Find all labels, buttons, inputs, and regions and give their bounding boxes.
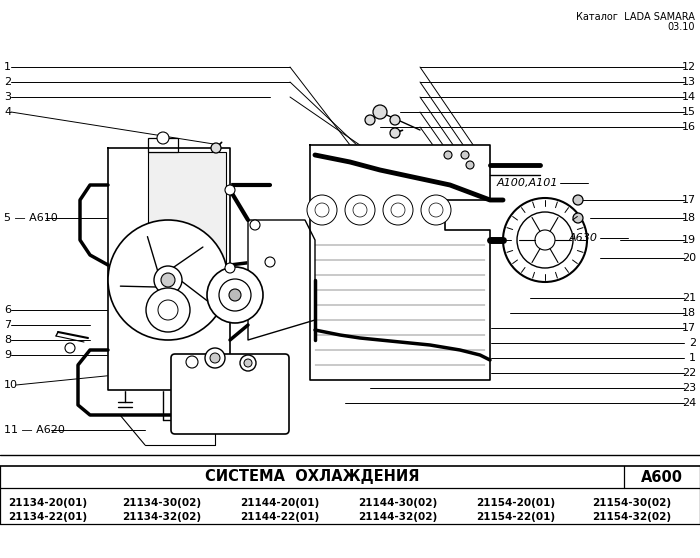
- Circle shape: [225, 185, 235, 195]
- Circle shape: [207, 267, 263, 323]
- Circle shape: [186, 356, 198, 368]
- Text: 19: 19: [682, 235, 696, 245]
- Text: 21: 21: [682, 293, 696, 303]
- Text: 5 — А610: 5 — А610: [4, 213, 57, 223]
- Text: 21144-20(01): 21144-20(01): [240, 498, 319, 508]
- Circle shape: [229, 289, 241, 301]
- Text: 6: 6: [4, 305, 11, 315]
- Bar: [148, 138, 178, 152]
- Circle shape: [161, 273, 175, 287]
- Circle shape: [353, 203, 367, 217]
- Text: 2: 2: [689, 338, 696, 348]
- Text: 10: 10: [4, 380, 18, 390]
- Circle shape: [390, 115, 400, 125]
- Circle shape: [466, 161, 474, 169]
- Text: 7: 7: [4, 320, 11, 330]
- Text: 20: 20: [682, 253, 696, 263]
- Text: А600: А600: [641, 469, 683, 484]
- Text: 21134-22(01): 21134-22(01): [8, 512, 87, 522]
- Circle shape: [429, 203, 443, 217]
- Circle shape: [108, 220, 228, 340]
- Text: СИСТЕМА  ОХЛАЖДЕНИЯ: СИСТЕМА ОХЛАЖДЕНИЯ: [204, 469, 419, 484]
- Text: 14: 14: [682, 92, 696, 102]
- Circle shape: [211, 143, 221, 153]
- Text: 3: 3: [4, 92, 11, 102]
- Circle shape: [391, 203, 405, 217]
- Text: 8: 8: [4, 335, 11, 345]
- Circle shape: [244, 359, 252, 367]
- Text: 21144-30(02): 21144-30(02): [358, 498, 438, 508]
- Text: Каталог  LADA SAMARA: Каталог LADA SAMARA: [576, 12, 695, 22]
- Circle shape: [240, 355, 256, 371]
- Circle shape: [205, 348, 225, 368]
- Text: 17: 17: [682, 323, 696, 333]
- Text: 21144-22(01): 21144-22(01): [240, 512, 319, 522]
- Circle shape: [210, 353, 220, 363]
- Circle shape: [345, 195, 375, 225]
- Text: 21134-32(02): 21134-32(02): [122, 512, 201, 522]
- Circle shape: [421, 195, 451, 225]
- Polygon shape: [108, 148, 230, 390]
- Text: 21154-32(02): 21154-32(02): [592, 512, 671, 522]
- Circle shape: [461, 151, 469, 159]
- Circle shape: [373, 105, 387, 119]
- Circle shape: [250, 220, 260, 230]
- Text: 9: 9: [4, 350, 11, 360]
- Circle shape: [535, 230, 555, 250]
- Text: 1: 1: [4, 62, 11, 72]
- Text: 21154-22(01): 21154-22(01): [476, 512, 555, 522]
- Circle shape: [365, 115, 375, 125]
- Polygon shape: [310, 145, 490, 380]
- Text: 21154-20(01): 21154-20(01): [476, 498, 555, 508]
- Circle shape: [315, 203, 329, 217]
- Text: 2: 2: [4, 77, 11, 87]
- Text: 17: 17: [682, 195, 696, 205]
- Circle shape: [383, 195, 413, 225]
- Text: 21154-30(02): 21154-30(02): [592, 498, 671, 508]
- Circle shape: [573, 195, 583, 205]
- Circle shape: [573, 213, 583, 223]
- Text: 18: 18: [682, 308, 696, 318]
- Text: 15: 15: [682, 107, 696, 117]
- Text: 16: 16: [682, 122, 696, 132]
- Text: 11 — А620: 11 — А620: [4, 425, 65, 435]
- Text: 22: 22: [682, 368, 696, 378]
- Circle shape: [157, 132, 169, 144]
- Text: 13: 13: [682, 77, 696, 87]
- Text: 21144-32(02): 21144-32(02): [358, 512, 438, 522]
- Circle shape: [503, 198, 587, 282]
- Text: 4: 4: [4, 107, 11, 117]
- Text: 21134-20(01): 21134-20(01): [8, 498, 87, 508]
- Circle shape: [65, 343, 75, 353]
- Text: 21134-30(02): 21134-30(02): [122, 498, 201, 508]
- Circle shape: [154, 266, 182, 294]
- Text: 12: 12: [682, 62, 696, 72]
- Circle shape: [265, 257, 275, 267]
- Text: А630: А630: [569, 233, 598, 243]
- Circle shape: [158, 300, 178, 320]
- Circle shape: [225, 263, 235, 273]
- Circle shape: [146, 288, 190, 332]
- Text: 18: 18: [682, 213, 696, 223]
- Circle shape: [517, 212, 573, 268]
- Circle shape: [307, 195, 337, 225]
- Circle shape: [444, 151, 452, 159]
- Polygon shape: [248, 220, 315, 340]
- Text: 24: 24: [682, 398, 696, 408]
- Text: 23: 23: [682, 383, 696, 393]
- Circle shape: [219, 279, 251, 311]
- Circle shape: [390, 128, 400, 138]
- Bar: [148, 152, 226, 267]
- Text: 03.10: 03.10: [668, 22, 695, 32]
- Text: 1: 1: [689, 353, 696, 363]
- Text: А100,А101: А100,А101: [496, 178, 558, 188]
- FancyBboxPatch shape: [171, 354, 289, 434]
